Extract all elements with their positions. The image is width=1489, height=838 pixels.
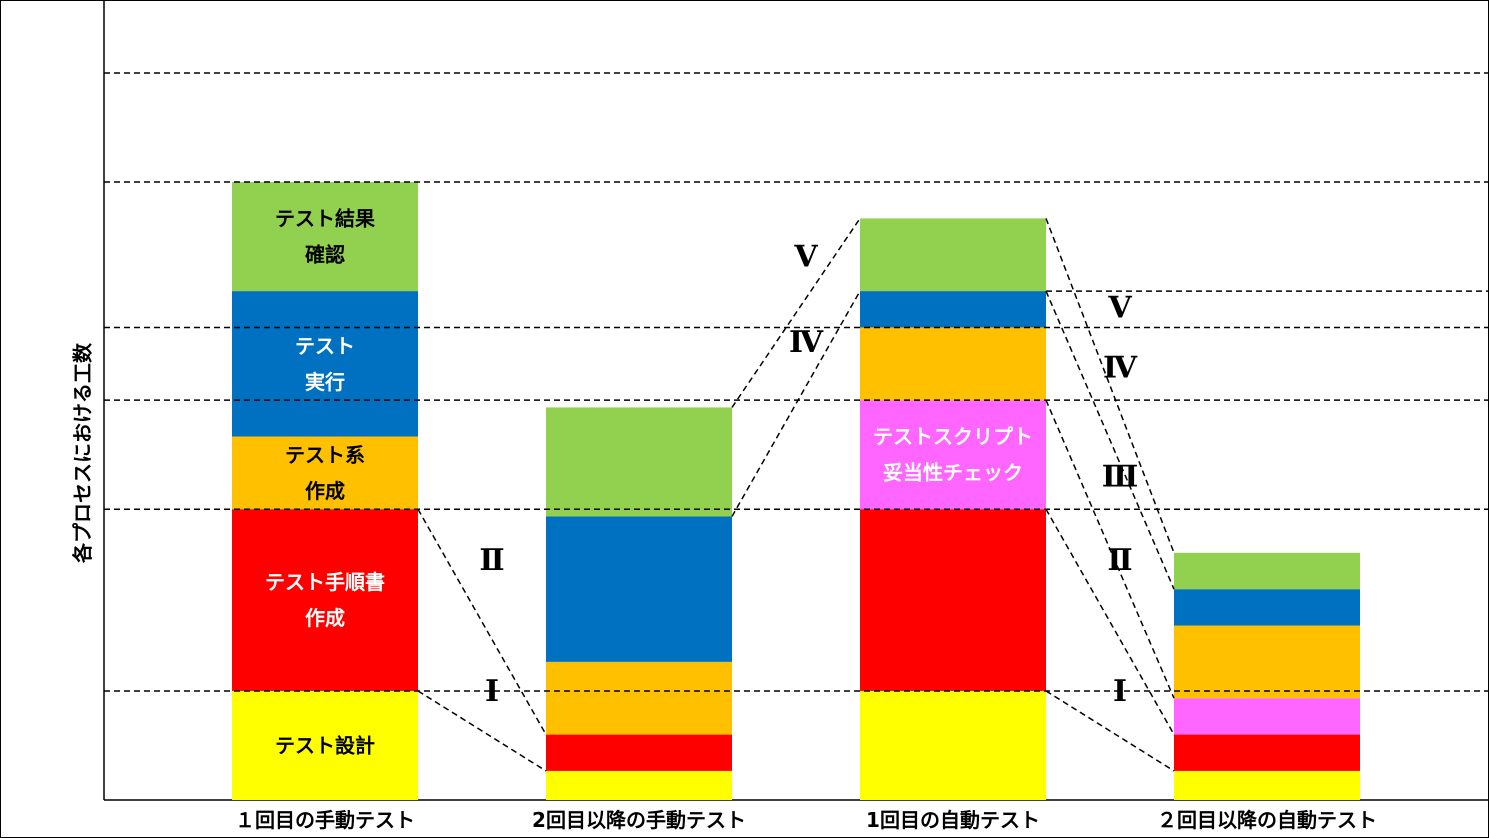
bar-series-2-cat-3 [1174, 698, 1360, 735]
bar-series-1-cat-1 [546, 734, 732, 771]
bar-series-1-cat-2 [860, 509, 1046, 691]
bar-label-series-2-line-1: 妥当性チェック [883, 461, 1023, 485]
annotation-roman-6: Ⅳ [1103, 350, 1138, 385]
bar-series-3-cat-0 [232, 436, 418, 510]
bar-series-4-cat-0 [232, 291, 418, 437]
x-tick-label-1: 2回目以降の手動テスト [532, 808, 746, 832]
bar-series-3-cat-3 [1174, 625, 1360, 699]
connector-line-0 [417, 690, 547, 772]
connector-line-1 [1045, 690, 1175, 772]
annotation-roman-7: Ⅴ [793, 240, 818, 275]
bar-series-0-cat-0 [232, 690, 418, 800]
bar-series-2-cat-2 [860, 400, 1046, 510]
bar-label-series-1-line-0: テスト手順書 [265, 570, 385, 594]
bar-label-series-3-line-0: テスト系 [285, 443, 365, 467]
annotation-roman-8: Ⅴ [1107, 290, 1132, 325]
bar-label-series-5-line-1: 確認 [305, 243, 345, 267]
x-tick-label-0: １回目の手動テスト [235, 808, 415, 832]
connector-line-4 [1045, 399, 1175, 699]
bar-label-series-3-line-1: 作成 [305, 479, 345, 503]
connector-line-2 [417, 508, 547, 735]
bar-label-series-2-line-0: テストスクリプト [873, 425, 1033, 449]
connector-line-7 [731, 217, 861, 408]
connector-line-8 [1045, 218, 1175, 554]
annotation-roman-2: Ⅱ [479, 543, 504, 578]
annotation-roman-0: Ⅰ [485, 674, 499, 709]
bar-series-0-cat-2 [860, 690, 1046, 800]
annotation-roman-5: Ⅳ [789, 325, 824, 360]
bar-series-4-cat-3 [1174, 589, 1360, 626]
annotation-roman-4: Ⅲ [1102, 459, 1139, 494]
bar-series-4-cat-2 [860, 291, 1046, 328]
bar-series-4-cat-1 [546, 516, 732, 662]
bar-label-series-5-line-0: テスト結果 [275, 207, 375, 231]
x-tick-label-2: 1回目の自動テスト [866, 808, 1040, 832]
x-tick-label-3: ２回目以降の自動テスト [1157, 808, 1377, 832]
connector-line-3 [1045, 508, 1175, 735]
bar-series-5-cat-1 [546, 407, 732, 517]
bar-series-0-cat-3 [1174, 770, 1360, 800]
connector-line-5 [731, 290, 861, 517]
bar-series-0-cat-1 [546, 770, 732, 800]
bar-series-5-cat-0 [232, 182, 418, 292]
bar-label-series-0-line-0: テスト設計 [275, 733, 375, 757]
bar-label-series-1-line-1: 作成 [305, 606, 345, 630]
bar-series-1-cat-3 [1174, 734, 1360, 771]
bar-series-5-cat-3 [1174, 552, 1360, 590]
bar-label-series-4-line-0: テスト [295, 334, 355, 358]
bar-series-5-cat-2 [860, 218, 1046, 292]
bar-series-3-cat-1 [546, 661, 732, 735]
annotation-roman-3: Ⅱ [1107, 543, 1132, 578]
bar-series-3-cat-2 [860, 327, 1046, 401]
bar-label-series-4-line-1: 実行 [305, 370, 345, 394]
bar-series-1-cat-0 [232, 509, 418, 691]
connector-line-6 [1045, 290, 1175, 590]
annotation-roman-1: Ⅰ [1113, 674, 1127, 709]
